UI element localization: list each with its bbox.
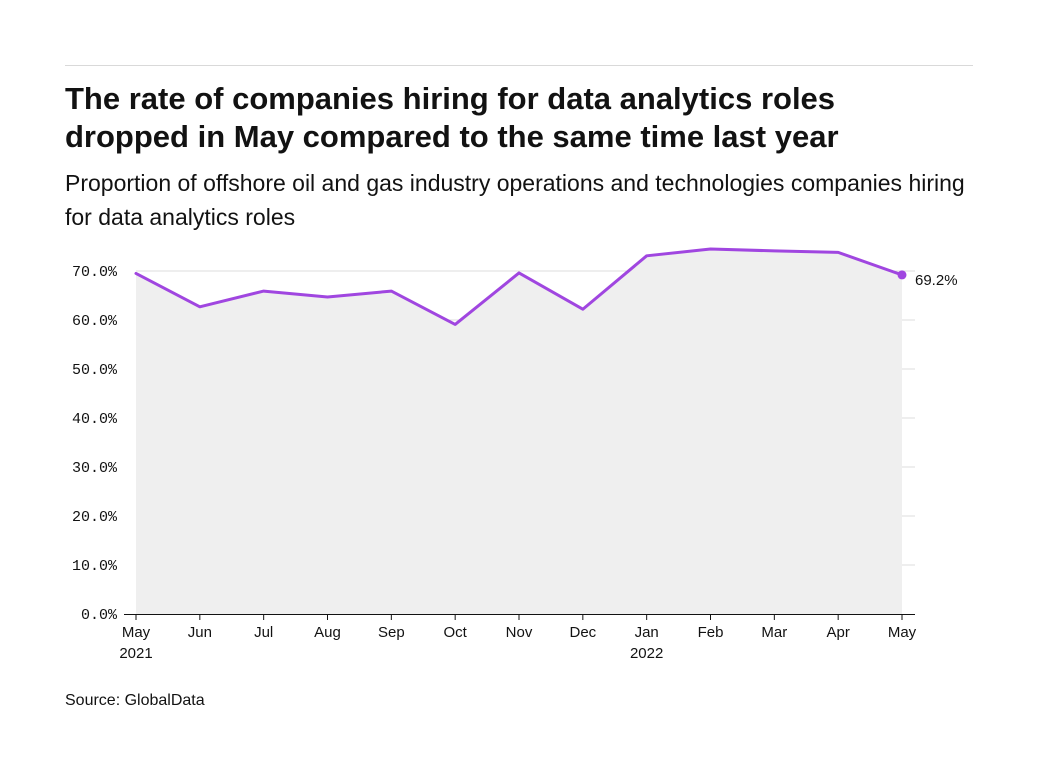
x-tick-label: May bbox=[122, 624, 151, 641]
top-divider bbox=[65, 65, 973, 66]
y-tick-label: 20.0% bbox=[72, 509, 118, 526]
chart-subtitle: Proportion of offshore oil and gas indus… bbox=[65, 170, 965, 230]
area-fill-layer bbox=[136, 248, 902, 614]
x-tick-year-label: 2021 bbox=[119, 645, 152, 662]
axes bbox=[124, 614, 915, 620]
x-tick-label: Jul bbox=[254, 624, 273, 641]
end-value-label: 69.2% bbox=[915, 272, 958, 289]
x-tick-label: Jun bbox=[188, 624, 212, 641]
x-tick-label: May bbox=[888, 624, 917, 641]
x-tick-label: Oct bbox=[443, 624, 467, 641]
y-tick-label: 30.0% bbox=[72, 460, 118, 477]
end-point-marker bbox=[897, 270, 907, 280]
x-tick-label: Apr bbox=[826, 624, 849, 641]
x-tick-year-label: 2022 bbox=[630, 645, 663, 662]
chart-title: The rate of companies hiring for data an… bbox=[65, 81, 839, 154]
series-line-layer bbox=[134, 247, 907, 326]
y-tick-label: 60.0% bbox=[72, 313, 118, 330]
area-fill bbox=[136, 248, 902, 614]
y-tick-label: 10.0% bbox=[72, 558, 118, 575]
y-tick-label: 40.0% bbox=[72, 411, 118, 428]
x-tick-label: Sep bbox=[378, 624, 405, 641]
y-tick-label: 70.0% bbox=[72, 264, 118, 281]
x-tick-label: Nov bbox=[506, 624, 533, 641]
source-note: Source: GlobalData bbox=[65, 692, 205, 709]
y-tick-label: 50.0% bbox=[72, 362, 118, 379]
x-tick-label: Aug bbox=[314, 624, 341, 641]
y-tick-label: 0.0% bbox=[81, 607, 118, 624]
x-tick-label: Feb bbox=[698, 624, 724, 641]
x-tick-label: Jan bbox=[635, 624, 659, 641]
x-tick-label: Mar bbox=[761, 624, 787, 641]
tick-labels: 0.0% 10.0% 20.0% 30.0% 40.0% 50.0% 60.0% 70.0% M… bbox=[72, 264, 958, 662]
x-tick-label: Dec bbox=[569, 624, 596, 641]
series-line bbox=[134, 247, 904, 326]
